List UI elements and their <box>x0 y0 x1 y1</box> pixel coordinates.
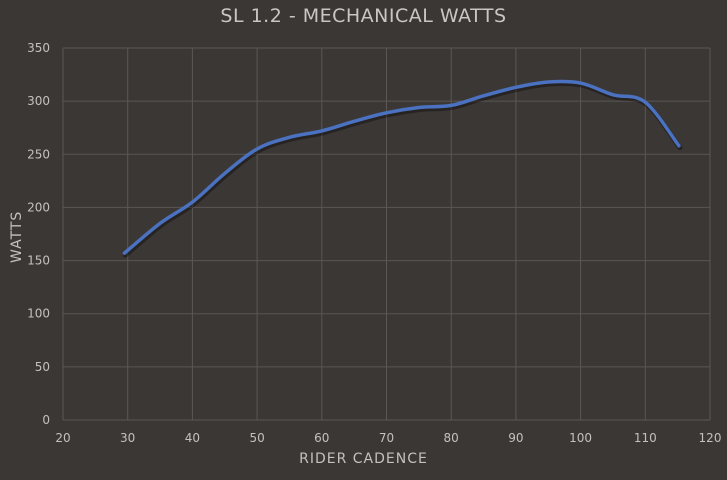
y-tick-label: 100 <box>27 307 50 321</box>
x-axis-label: RIDER CADENCE <box>299 451 428 467</box>
x-tick-label: 110 <box>634 431 657 445</box>
y-tick-label: 50 <box>35 360 50 374</box>
y-tick-label: 0 <box>42 413 50 427</box>
x-tick-label: 80 <box>444 431 459 445</box>
x-tick-label: 50 <box>249 431 264 445</box>
y-tick-label: 250 <box>27 147 50 161</box>
axis-ticks: 0 50 100 150 200 250 300 350 20 30 40 50 60 70 80 90 100… <box>27 41 721 445</box>
x-tick-label: 40 <box>185 431 200 445</box>
series-line <box>122 79 681 255</box>
x-tick-label: 100 <box>569 431 592 445</box>
y-tick-label: 150 <box>27 254 50 268</box>
x-tick-label: 30 <box>120 431 135 445</box>
y-tick-label: 350 <box>27 41 50 55</box>
x-tick-label: 90 <box>508 431 523 445</box>
gridlines <box>62 47 711 421</box>
y-tick-label: 200 <box>27 200 50 214</box>
chart-title: SL 1.2 - MECHANICAL WATTS <box>220 5 507 27</box>
x-tick-label: 70 <box>379 431 394 445</box>
x-tick-label: 60 <box>314 431 329 445</box>
x-tick-label: 20 <box>55 431 70 445</box>
x-tick-label: 120 <box>699 431 722 445</box>
y-tick-label: 300 <box>27 94 50 108</box>
